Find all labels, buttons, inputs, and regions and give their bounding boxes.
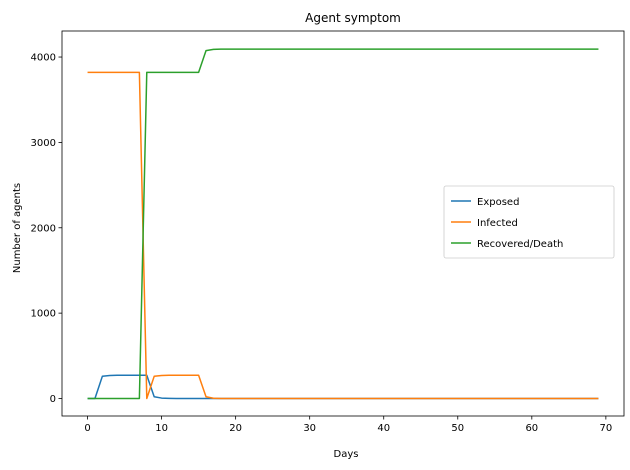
series-line-infected [87, 71, 599, 400]
y-tick-label: 4000 [31, 53, 56, 64]
legend-label: Infected [477, 218, 518, 229]
legend-box [443, 185, 615, 259]
chart-title: Agent symptom [305, 11, 401, 25]
axes-frame [61, 30, 625, 417]
x-tick-label: 40 [377, 423, 390, 434]
plot-area: 0 10 20 30 40 50 60 70 0 1000 2000 3000 4000 [31, 30, 625, 434]
y-axis-label: Number of agents [12, 183, 23, 273]
x-tick-label: 10 [155, 423, 168, 434]
legend: Exposed Infected Recovered/Death [443, 185, 615, 259]
x-tick-label: 0 [84, 423, 90, 434]
x-tick-label: 60 [525, 423, 538, 434]
legend-label: Exposed [477, 197, 519, 208]
legend-label: Recovered/Death [477, 239, 563, 250]
x-tick-label: 70 [599, 423, 612, 434]
y-tick-label: 3000 [31, 138, 56, 149]
y-tick-label: 1000 [31, 309, 56, 320]
y-tick-label: 2000 [31, 223, 56, 234]
x-axis-label: Days [334, 449, 359, 460]
x-tick-label: 20 [229, 423, 242, 434]
x-tick-label: 30 [303, 423, 316, 434]
series-line-recovered-death [87, 48, 599, 400]
series-line-exposed [87, 374, 599, 400]
y-tick-label: 0 [50, 394, 56, 405]
x-tick-label: 50 [451, 423, 464, 434]
